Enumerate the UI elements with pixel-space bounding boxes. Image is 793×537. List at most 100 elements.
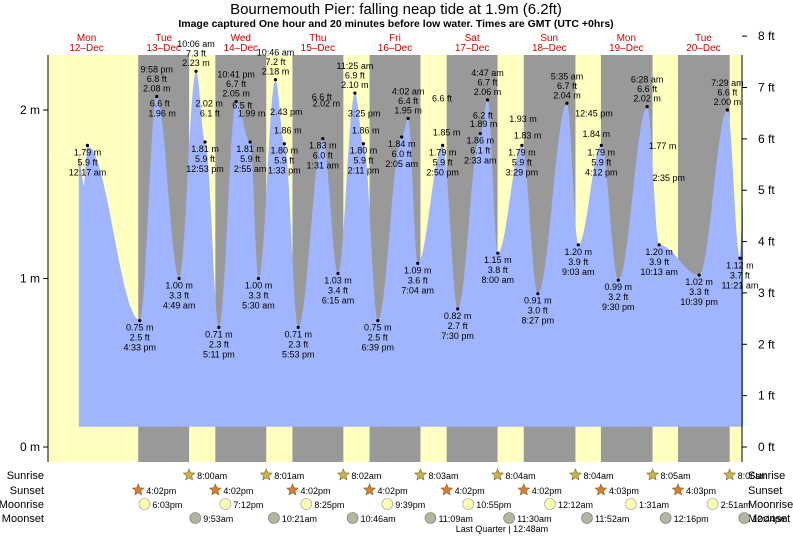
sunset-icon [285, 483, 299, 496]
tide-point [657, 243, 661, 247]
high-tide-label-t: 10:41 pm [217, 70, 255, 80]
overlap-label: 2.43 pm [270, 107, 303, 117]
moonrise-time: 12:12am [558, 500, 593, 510]
overlap-label: 1.77 m [649, 141, 677, 151]
tide-label-ft: 2.7 ft [448, 321, 469, 331]
high-tide-label-ft: 6.7 ft [226, 79, 247, 89]
moonrise-time: 6:03pm [152, 500, 182, 510]
high-tide-label-m: 2.18 m [262, 67, 290, 77]
tide-label-ft: 3.7 ft [730, 270, 751, 280]
high-tide-label-t: 10:46 am [257, 48, 295, 58]
high-tide-point [645, 105, 649, 109]
y-tick-label-ft: 8 ft [758, 29, 775, 43]
high-tide-label-ft: 6.9 ft [345, 71, 366, 81]
sunset-icon [517, 483, 531, 496]
day-headers: Mon12–DecTue13–DecWed14–DecThu15–DecFri1… [69, 33, 720, 54]
sunset-time: 4:02pm [300, 486, 330, 496]
tide-label-t: 1:33 pm [268, 166, 301, 176]
high-tide-point [194, 69, 198, 73]
sunset-icon [131, 483, 145, 496]
sunset-icon [594, 483, 608, 496]
sunrise-time: 8:01am [274, 471, 304, 481]
tide-label-m: 1.81 m [236, 144, 264, 154]
sunset-time: 4:03pm [609, 486, 639, 496]
tide-label-m: 0.71 m [205, 329, 233, 339]
day-date: 16–Dec [378, 43, 412, 54]
tide-point [336, 271, 340, 276]
tide-point [400, 135, 404, 139]
tide-point [138, 319, 142, 323]
tide-label-m: 0.82 m [444, 311, 472, 321]
high-tide-label-ft: 6.7 ft [557, 81, 578, 91]
tide-label-t: 7:30 pm [441, 331, 474, 341]
y-tick-label-ft: 0 ft [758, 440, 775, 454]
high-tide-point [406, 116, 410, 121]
sunset-icon [671, 483, 685, 496]
tide-point [576, 243, 580, 247]
moonrise-time: 7:12pm [233, 500, 263, 510]
moonset-time: 10:46am [361, 514, 396, 524]
moonrise-row-label: Moonrise [0, 499, 44, 511]
y-tick-label-m: 0 m [20, 440, 40, 454]
overlap-label: 3:25 pm [348, 109, 381, 119]
high-tide-point [565, 101, 569, 105]
tide-label-ft: 6.0 ft [313, 151, 334, 161]
tide-point [85, 143, 90, 147]
tide-point [520, 143, 524, 147]
tide-label-t: 11:21 am [721, 280, 758, 290]
tide-label-ft: 3.4 ft [328, 285, 349, 295]
tide-point [478, 131, 482, 136]
day-date: 20–Dec [686, 43, 720, 54]
sunset-icon [440, 483, 454, 496]
tide-label-ft: 3.6 ft [408, 275, 429, 285]
tide-label-m: 1.86 m [467, 136, 495, 146]
tide-label-m: 0.71 m [284, 329, 312, 339]
tide-label-ft: 5.9 ft [512, 157, 533, 167]
tide-point [616, 278, 620, 282]
tide-label-ft: 3.2 ft [608, 292, 629, 302]
high-tide-point [725, 108, 729, 112]
tide-label-ft: 3.0 ft [528, 306, 549, 316]
tide-label-t: 10:13 am [640, 267, 678, 277]
overlap-label: 1.83 m [514, 131, 542, 141]
chart-title: Bournemouth Pier: falling neap tide at 1… [230, 1, 562, 18]
sunrise-time: 8:00am [197, 471, 227, 481]
tide-label-t: 5:11 pm [203, 349, 235, 359]
tide-label-ft: 2.3 ft [209, 339, 230, 349]
moonrise-icon [706, 498, 719, 510]
tide-label-m: 1.20 m [565, 247, 593, 257]
moonset-row-label: Moonset [2, 513, 44, 525]
tide-label-t: 6:15 am [322, 295, 355, 305]
tide-label-m: 1.80 m [350, 146, 378, 156]
high-tide-label-ft: 6.6 ft [717, 88, 738, 98]
high-tide-label-ft: 6.6 ft [637, 84, 658, 94]
tide-label-m: 1.03 m [324, 275, 352, 285]
moonset-time: 11:09am [438, 514, 472, 524]
high-tide-label-m: 2.00 m [714, 97, 742, 107]
overlap-label: 2:35 pm [652, 173, 685, 183]
overlap-label: 6.2 ft [473, 110, 494, 120]
tide-label-ft: 2.5 ft [130, 333, 151, 343]
day-name: Tue [155, 33, 172, 44]
day-name: Fri [389, 33, 401, 44]
tide-label-m: 1.12 m [726, 260, 754, 270]
high-tide-label-m: 2.06 m [474, 87, 502, 97]
tide-label-ft: 2.5 ft [368, 333, 389, 343]
moonset-icon [581, 512, 593, 524]
high-tide-label-t: 6:28 am [631, 75, 664, 85]
tide-label-ft: 5.9 ft [240, 154, 261, 164]
day-name: Mon [617, 33, 636, 44]
moonset-time: 12:16pm [674, 514, 709, 524]
tide-point [599, 143, 603, 147]
tide-label-t: 4:12 pm [585, 167, 618, 177]
sunrise-icon [182, 468, 196, 481]
tide-label-t: 12:53 pm [186, 164, 224, 174]
sunrise-row-label-right: Sunrise [748, 470, 785, 482]
moonrise-time: 9:39pm [395, 500, 425, 510]
sunset-time: 4:03pm [686, 486, 716, 496]
high-tide-label-m: 1.95 m [394, 105, 422, 115]
tide-label-ft: 5.9 ft [353, 156, 374, 166]
overlap-label: 6.6 ft [432, 94, 453, 104]
day-name: Sun [540, 33, 558, 44]
tide-label-m: 1.20 m [645, 247, 673, 257]
